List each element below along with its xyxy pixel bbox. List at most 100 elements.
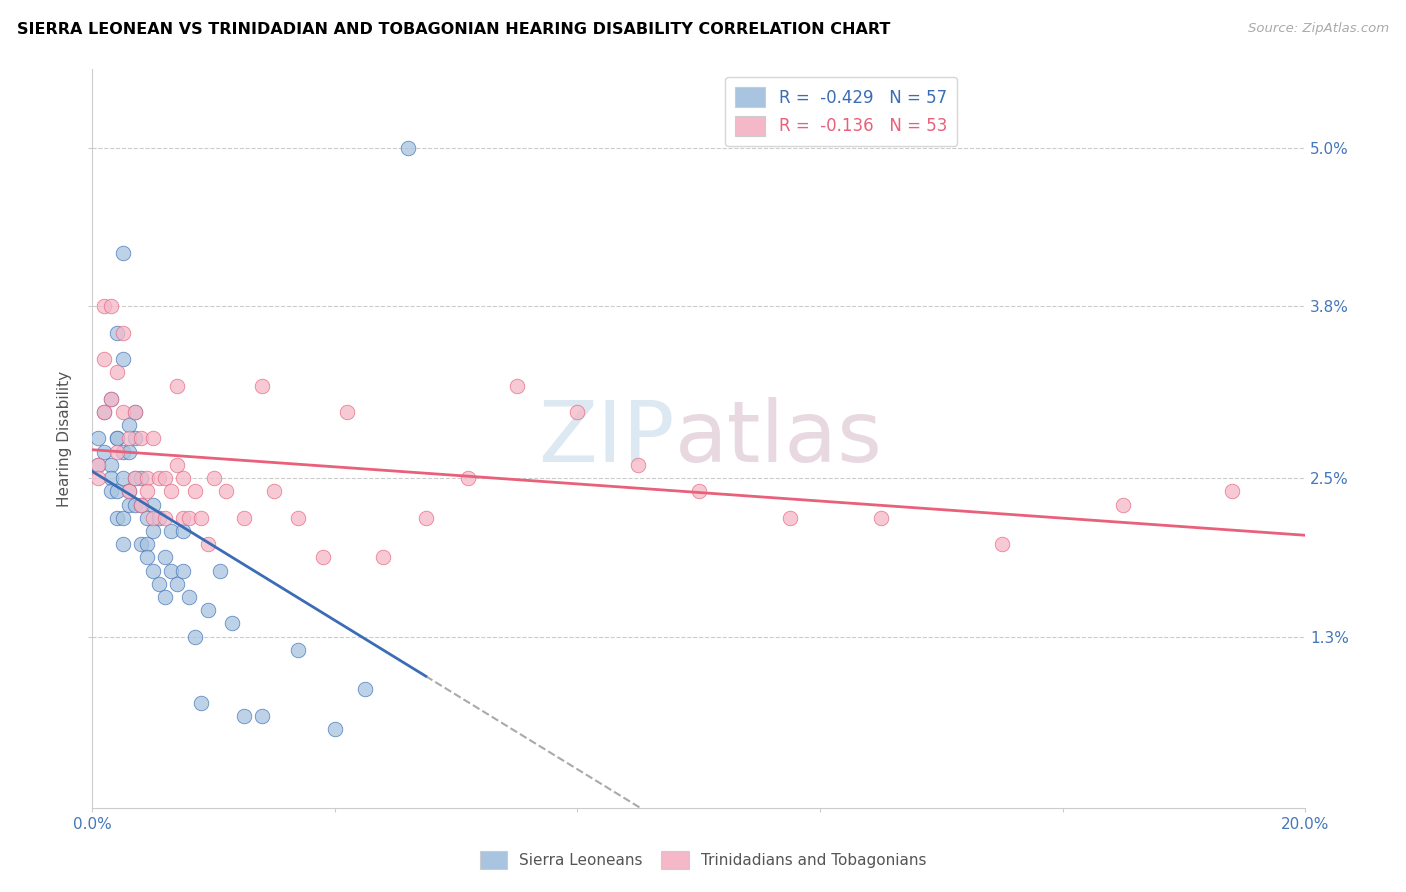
Text: ZIP: ZIP [538,397,675,480]
Point [135,510,157,524]
Point [111,510,134,524]
Point [142,510,165,524]
Point [779,510,801,524]
Point [250,709,273,723]
Point [124,405,146,419]
Point [172,510,194,524]
Point [153,590,176,604]
Point [172,471,194,485]
Point [869,510,891,524]
Point [100,471,122,485]
Point [1220,484,1243,499]
Point [124,471,146,485]
Point [105,484,128,499]
Point [105,432,128,446]
Point [202,471,225,485]
Point [312,550,335,565]
Point [627,458,650,472]
Point [148,510,170,524]
Point [100,392,122,406]
Point [135,537,157,551]
Point [263,484,285,499]
Point [135,484,157,499]
Point [93,444,115,458]
Point [336,405,359,419]
Point [153,550,176,565]
Point [100,458,122,472]
Point [373,550,395,565]
Point [129,498,152,512]
Point [87,432,110,446]
Point [153,471,176,485]
Point [354,682,377,697]
Point [197,603,219,617]
Point [111,444,134,458]
Point [118,432,141,446]
Text: SIERRA LEONEAN VS TRINIDADIAN AND TOBAGONIAN HEARING DISABILITY CORRELATION CHAR: SIERRA LEONEAN VS TRINIDADIAN AND TOBAGO… [17,22,890,37]
Point [688,484,710,499]
Point [153,510,176,524]
Point [232,709,254,723]
Point [124,471,146,485]
Point [118,444,141,458]
Point [124,498,146,512]
Point [142,564,165,578]
Point [142,432,165,446]
Point [142,524,165,538]
Point [124,432,146,446]
Legend: R =  -0.429   N = 57, R =  -0.136   N = 53: R = -0.429 N = 57, R = -0.136 N = 53 [725,77,957,146]
Point [250,378,273,392]
Point [105,432,128,446]
Point [160,484,183,499]
Point [124,405,146,419]
Point [100,299,122,313]
Point [87,471,110,485]
Point [172,564,194,578]
Point [208,564,231,578]
Point [197,537,219,551]
Point [567,405,589,419]
Point [179,590,201,604]
Point [129,498,152,512]
Point [160,524,183,538]
Point [105,444,128,458]
Point [148,471,170,485]
Point [396,141,419,155]
Legend: Sierra Leoneans, Trinidadians and Tobagonians: Sierra Leoneans, Trinidadians and Tobago… [474,845,932,875]
Point [105,365,128,379]
Point [118,484,141,499]
Point [111,352,134,367]
Point [184,630,207,644]
Point [111,405,134,419]
Point [105,510,128,524]
Point [129,537,152,551]
Point [93,405,115,419]
Point [111,471,134,485]
Point [457,471,479,485]
Point [184,484,207,499]
Point [100,392,122,406]
Point [1112,498,1135,512]
Point [323,722,346,736]
Point [166,378,188,392]
Point [129,432,152,446]
Point [111,246,134,260]
Point [991,537,1014,551]
Point [190,696,212,710]
Point [287,510,309,524]
Point [111,537,134,551]
Point [87,458,110,472]
Point [93,352,115,367]
Point [215,484,238,499]
Y-axis label: Hearing Disability: Hearing Disability [58,370,72,507]
Point [93,405,115,419]
Point [111,326,134,340]
Point [415,510,437,524]
Text: atlas: atlas [675,397,883,480]
Point [506,378,529,392]
Point [166,458,188,472]
Point [93,299,115,313]
Point [100,484,122,499]
Point [287,643,309,657]
Point [221,616,243,631]
